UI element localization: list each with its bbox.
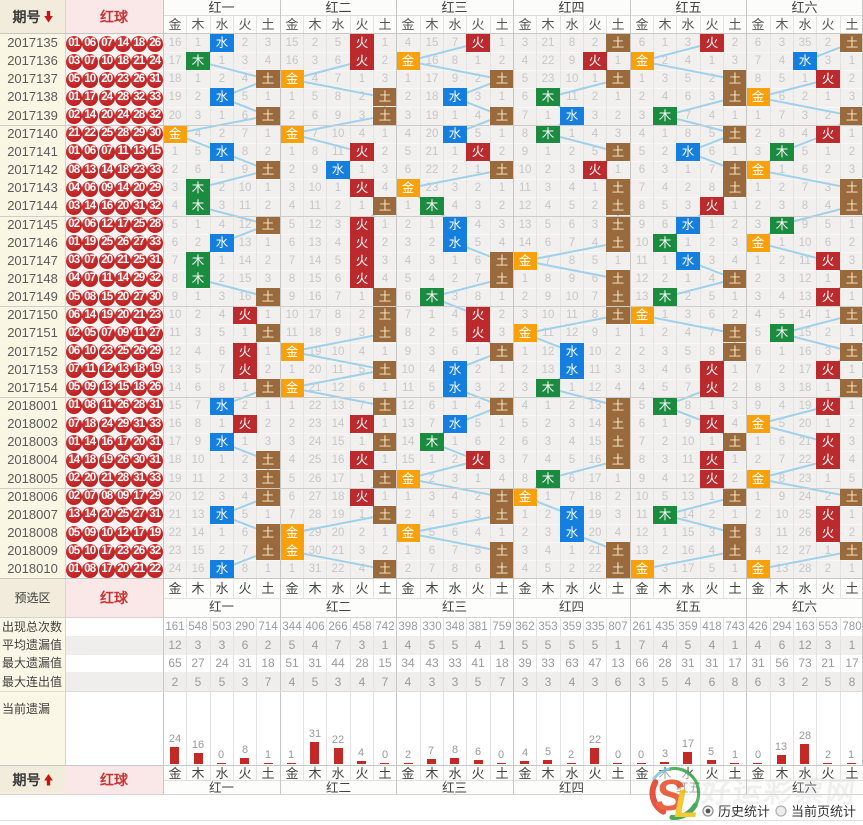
svg-text:S: S bbox=[655, 771, 684, 820]
svg-text:L: L bbox=[674, 782, 698, 825]
